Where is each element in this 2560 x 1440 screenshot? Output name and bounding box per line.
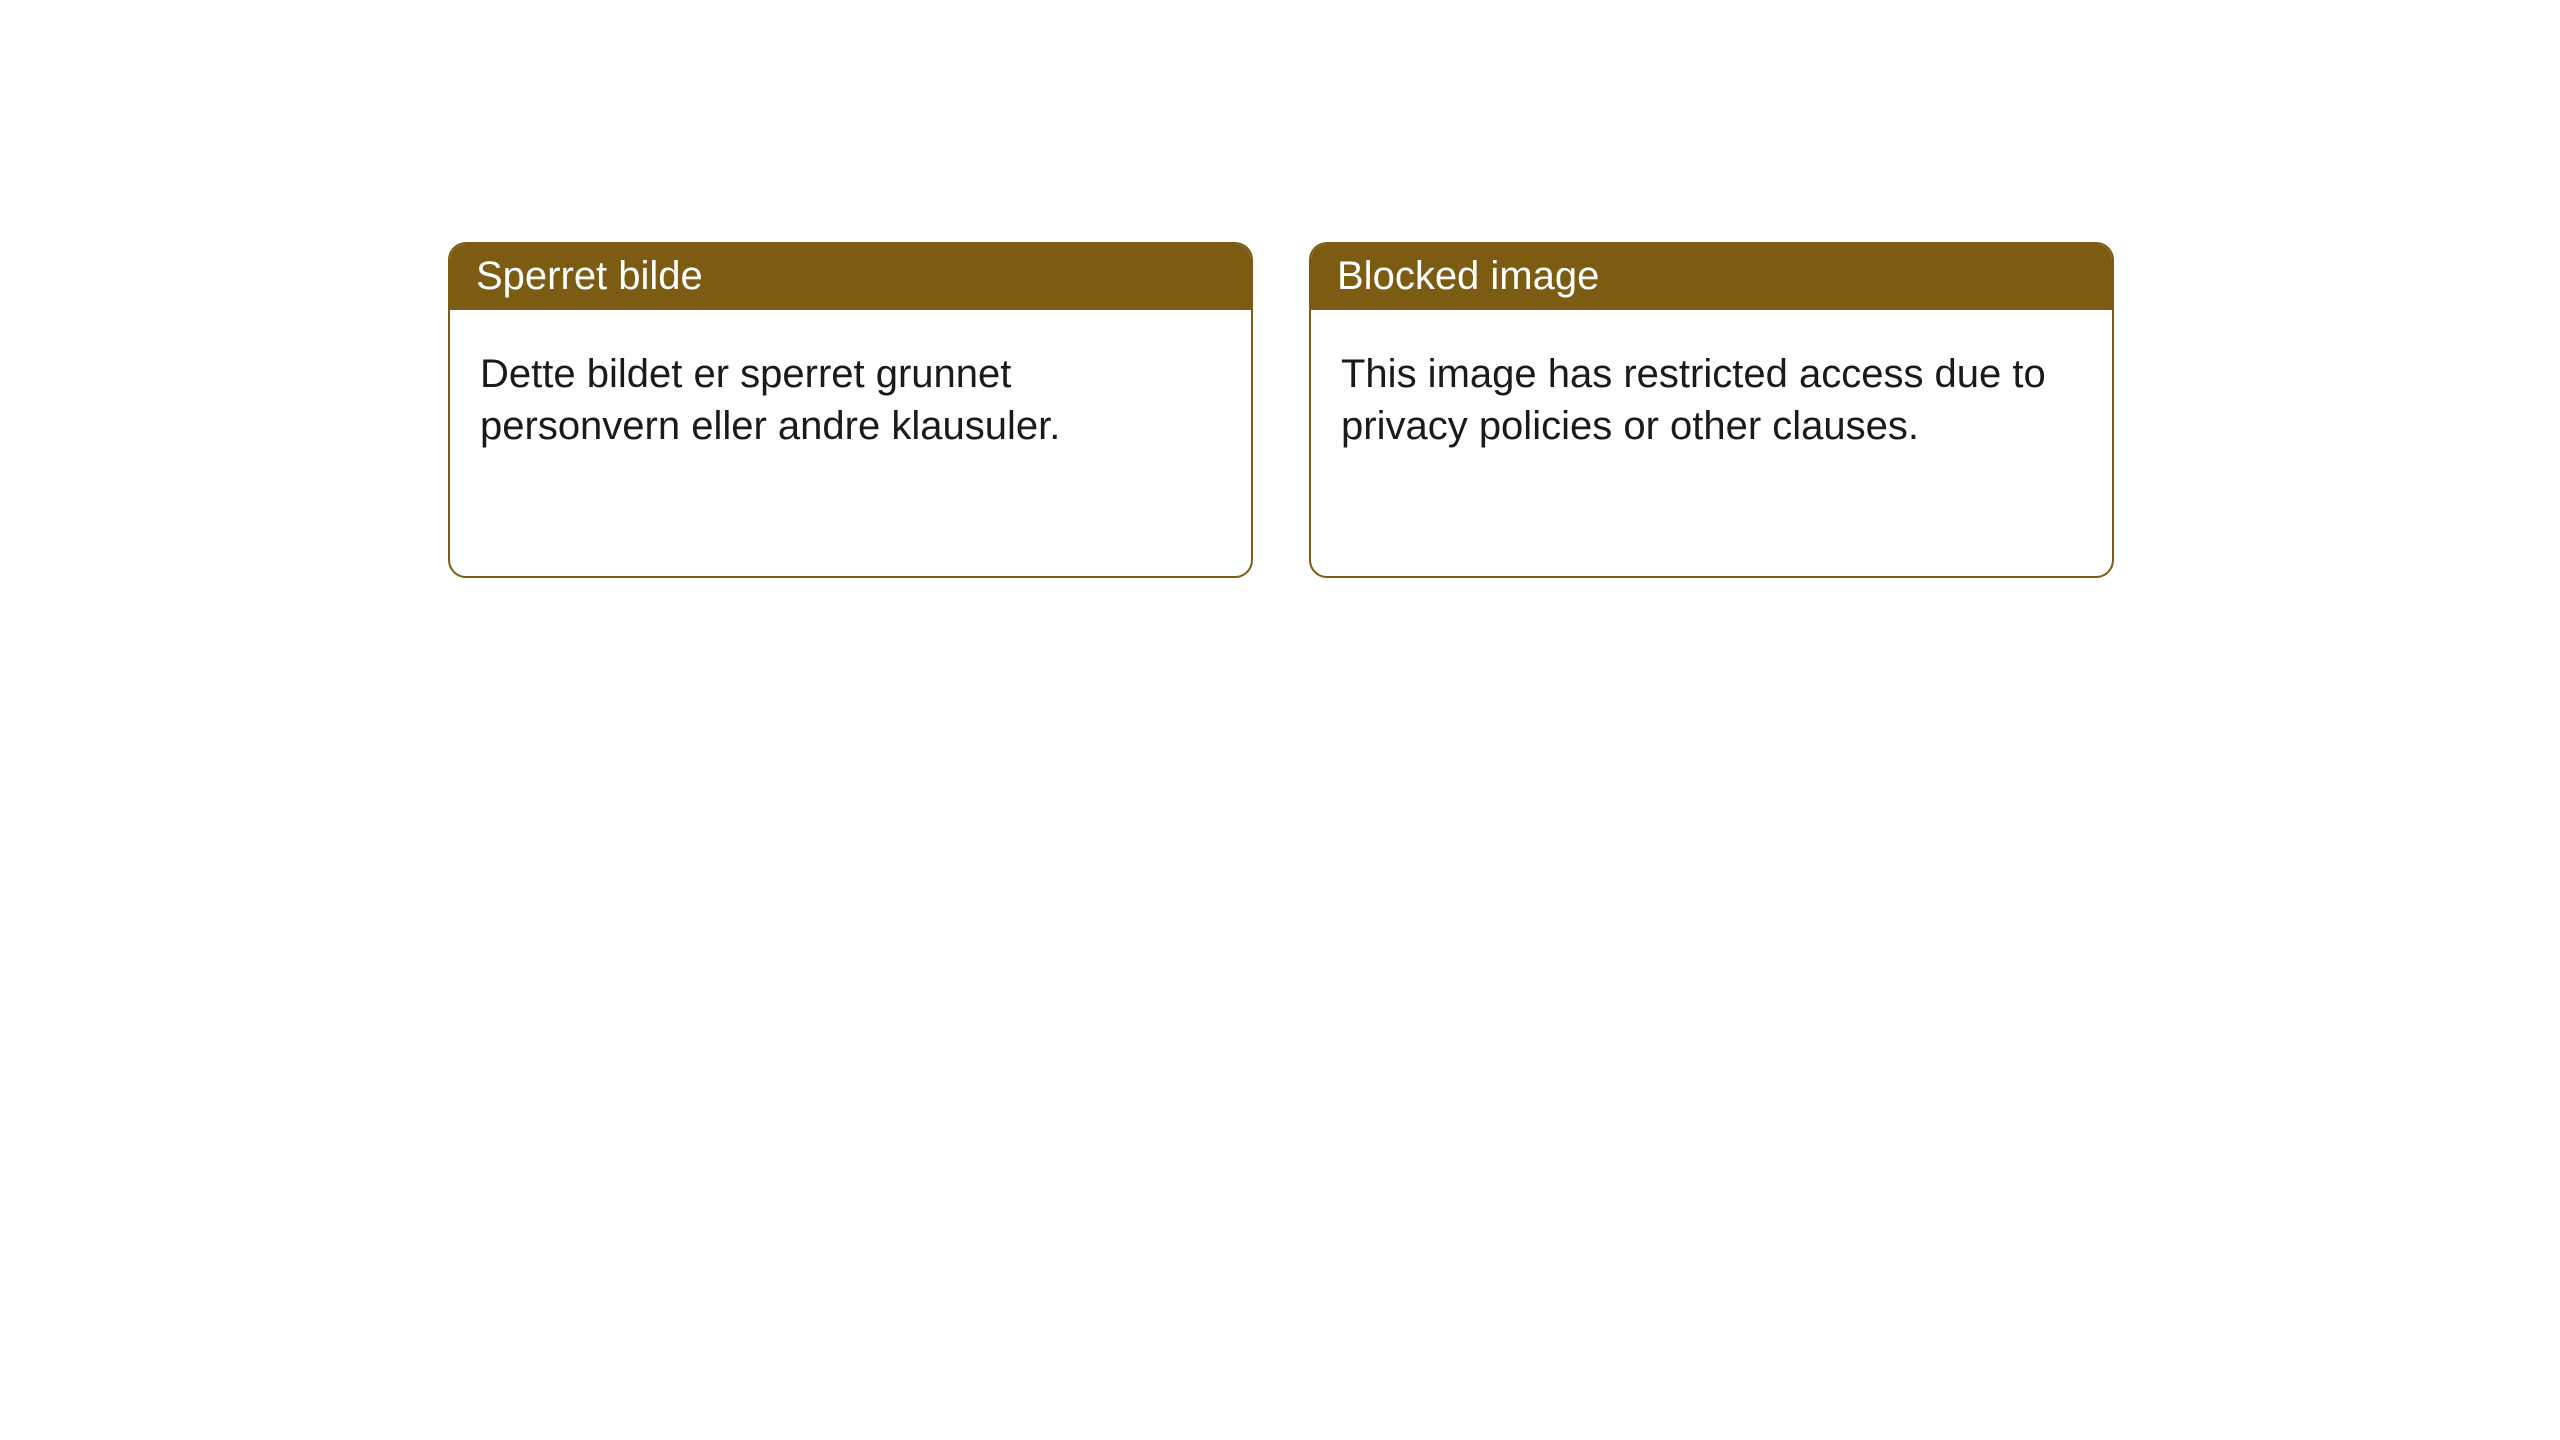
notice-card-english: Blocked image This image has restricted … xyxy=(1309,242,2114,578)
notice-body: This image has restricted access due to … xyxy=(1311,310,2112,476)
notice-container: Sperret bilde Dette bildet er sperret gr… xyxy=(0,0,2560,578)
notice-title: Blocked image xyxy=(1311,244,2112,310)
notice-body: Dette bildet er sperret grunnet personve… xyxy=(450,310,1251,476)
notice-card-norwegian: Sperret bilde Dette bildet er sperret gr… xyxy=(448,242,1253,578)
notice-title: Sperret bilde xyxy=(450,244,1251,310)
